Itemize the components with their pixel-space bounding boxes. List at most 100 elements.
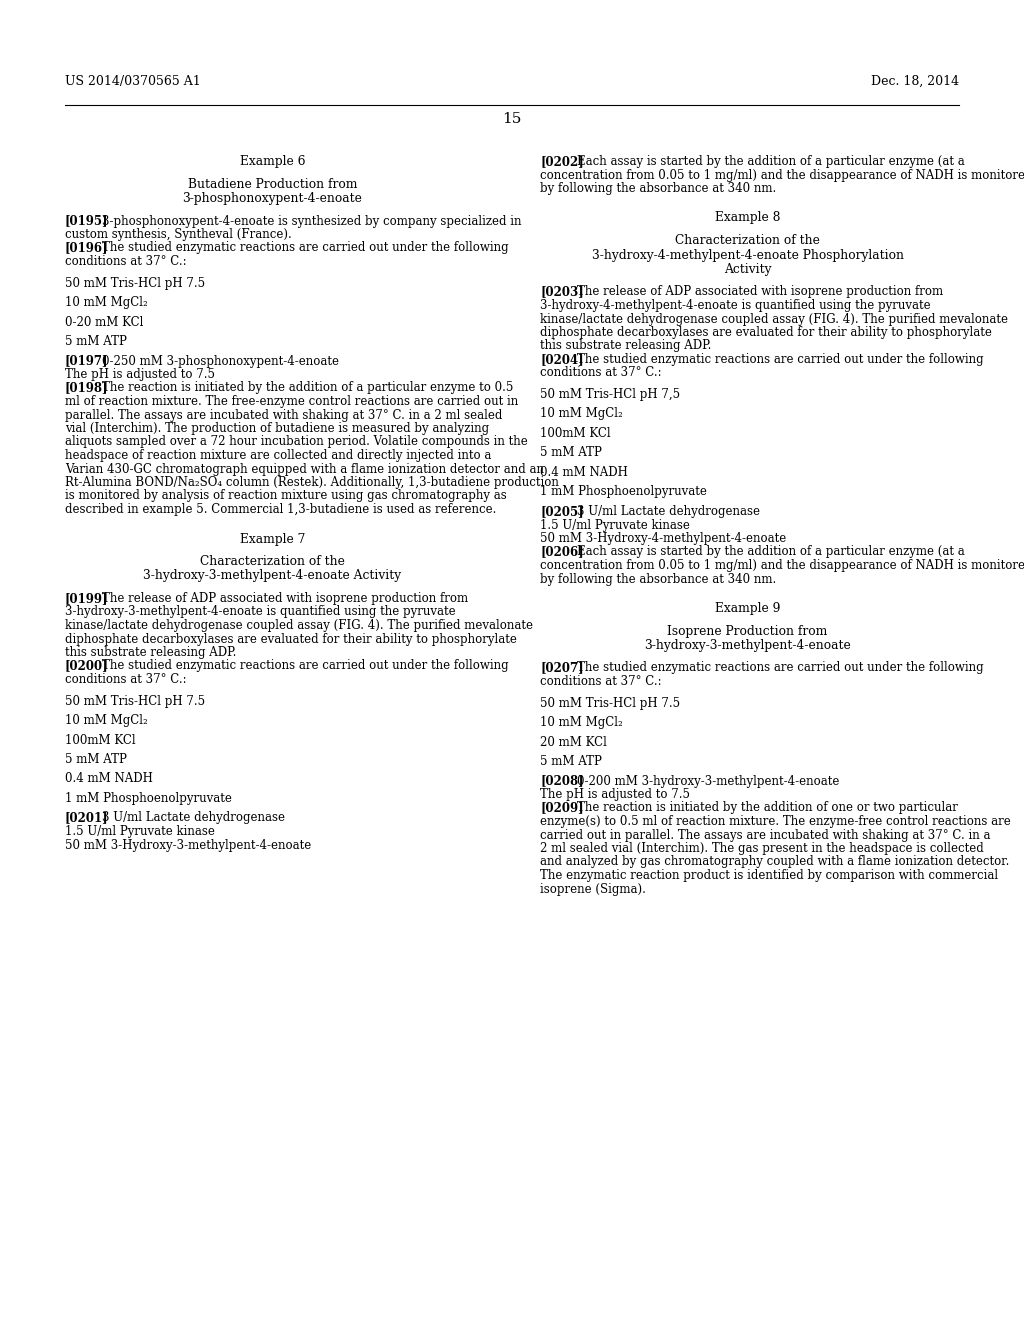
Text: 3-hydroxy-4-methylpent-4-enoate Phosphorylation: 3-hydroxy-4-methylpent-4-enoate Phosphor…: [592, 248, 903, 261]
Text: The studied enzymatic reactions are carried out under the following: The studied enzymatic reactions are carr…: [578, 352, 984, 366]
Text: The pH is adjusted to 7.5: The pH is adjusted to 7.5: [65, 368, 215, 381]
Text: 5 mM ATP: 5 mM ATP: [65, 335, 127, 348]
Text: [0201]: [0201]: [65, 812, 109, 825]
Text: 50 mM 3-Hydroxy-3-methylpent-4-enoate: 50 mM 3-Hydroxy-3-methylpent-4-enoate: [65, 838, 311, 851]
Text: 0-20 mM KCl: 0-20 mM KCl: [65, 315, 143, 329]
Text: this substrate releasing ADP.: this substrate releasing ADP.: [65, 645, 237, 659]
Text: kinase/lactate dehydrogenase coupled assay (FIG. 4). The purified mevalonate: kinase/lactate dehydrogenase coupled ass…: [540, 313, 1008, 326]
Text: 15: 15: [503, 112, 521, 125]
Text: kinase/lactate dehydrogenase coupled assay (FIG. 4). The purified mevalonate: kinase/lactate dehydrogenase coupled ass…: [65, 619, 534, 632]
Text: 50 mM Tris-HCl pH 7.5: 50 mM Tris-HCl pH 7.5: [65, 694, 205, 708]
Text: [0203]: [0203]: [540, 285, 584, 298]
Text: concentration from 0.05 to 1 mg/ml) and the disappearance of NADH is monitored: concentration from 0.05 to 1 mg/ml) and …: [540, 169, 1024, 181]
Text: The studied enzymatic reactions are carried out under the following: The studied enzymatic reactions are carr…: [578, 661, 984, 675]
Text: Example 9: Example 9: [715, 602, 780, 615]
Text: vial (Interchim). The production of butadiene is measured by analyzing: vial (Interchim). The production of buta…: [65, 422, 489, 436]
Text: ml of reaction mixture. The free-enzyme control reactions are carried out in: ml of reaction mixture. The free-enzyme …: [65, 395, 518, 408]
Text: The pH is adjusted to 7.5: The pH is adjusted to 7.5: [540, 788, 690, 801]
Text: The reaction is initiated by the addition of one or two particular: The reaction is initiated by the additio…: [578, 801, 958, 814]
Text: Example 6: Example 6: [240, 154, 305, 168]
Text: carried out in parallel. The assays are incubated with shaking at 37° C. in a: carried out in parallel. The assays are …: [540, 829, 990, 842]
Text: The release of ADP associated with isoprene production from: The release of ADP associated with isopr…: [578, 285, 943, 298]
Text: Each assay is started by the addition of a particular enzyme (at a: Each assay is started by the addition of…: [578, 545, 966, 558]
Text: 5 mM ATP: 5 mM ATP: [540, 446, 602, 459]
Text: Butadiene Production from: Butadiene Production from: [187, 177, 357, 190]
Text: conditions at 37° C.:: conditions at 37° C.:: [65, 673, 186, 686]
Text: isoprene (Sigma).: isoprene (Sigma).: [540, 883, 646, 895]
Text: enzyme(s) to 0.5 ml of reaction mixture. The enzyme-free control reactions are: enzyme(s) to 0.5 ml of reaction mixture.…: [540, 814, 1011, 828]
Text: 3 U/ml Lactate dehydrogenase: 3 U/ml Lactate dehydrogenase: [102, 812, 286, 825]
Text: 0.4 mM NADH: 0.4 mM NADH: [65, 772, 153, 785]
Text: Example 7: Example 7: [240, 532, 305, 545]
Text: [0199]: [0199]: [65, 591, 109, 605]
Text: 3-hydroxy-3-methylpent-4-enoate Activity: 3-hydroxy-3-methylpent-4-enoate Activity: [143, 569, 401, 582]
Text: [0205]: [0205]: [540, 506, 584, 517]
Text: concentration from 0.05 to 1 mg/ml) and the disappearance of NADH is monitored: concentration from 0.05 to 1 mg/ml) and …: [540, 558, 1024, 572]
Text: [0196]: [0196]: [65, 242, 109, 255]
Text: Isoprene Production from: Isoprene Production from: [668, 624, 827, 638]
Text: conditions at 37° C.:: conditions at 37° C.:: [540, 675, 662, 688]
Text: conditions at 37° C.:: conditions at 37° C.:: [540, 367, 662, 380]
Text: 0-250 mM 3-phosphonoxypent-4-enoate: 0-250 mM 3-phosphonoxypent-4-enoate: [102, 355, 339, 367]
Text: [0207]: [0207]: [540, 661, 584, 675]
Text: Example 8: Example 8: [715, 211, 780, 224]
Text: 3 U/ml Lactate dehydrogenase: 3 U/ml Lactate dehydrogenase: [578, 506, 761, 517]
Text: [0209]: [0209]: [540, 801, 584, 814]
Text: 0.4 mM NADH: 0.4 mM NADH: [540, 466, 628, 479]
Text: [0195]: [0195]: [65, 214, 109, 227]
Text: [0208]: [0208]: [540, 775, 584, 788]
Text: 3-phosphonoxypent-4-enoate: 3-phosphonoxypent-4-enoate: [182, 191, 362, 205]
Text: 1 mM Phosphoenolpyruvate: 1 mM Phosphoenolpyruvate: [540, 486, 707, 499]
Text: Varian 430-GC chromatograph equipped with a flame ionization detector and an: Varian 430-GC chromatograph equipped wit…: [65, 462, 544, 475]
Text: [0198]: [0198]: [65, 381, 109, 395]
Text: and analyzed by gas chromatography coupled with a flame ionization detector.: and analyzed by gas chromatography coupl…: [540, 855, 1010, 869]
Text: Rt-Alumina BOND/Na₂SO₄ column (Restek). Additionally, 1,3-butadiene production: Rt-Alumina BOND/Na₂SO₄ column (Restek). …: [65, 477, 559, 488]
Text: described in example 5. Commercial 1,3-butadiene is used as reference.: described in example 5. Commercial 1,3-b…: [65, 503, 497, 516]
Text: 50 mM Tris-HCl pH 7.5: 50 mM Tris-HCl pH 7.5: [540, 697, 680, 710]
Text: 100mM KCl: 100mM KCl: [540, 426, 610, 440]
Text: custom synthesis, Syntheval (France).: custom synthesis, Syntheval (France).: [65, 228, 292, 242]
Text: diphosphate decarboxylases are evaluated for their ability to phosphorylate: diphosphate decarboxylases are evaluated…: [65, 632, 517, 645]
Text: aliquots sampled over a 72 hour incubation period. Volatile compounds in the: aliquots sampled over a 72 hour incubati…: [65, 436, 527, 449]
Text: US 2014/0370565 A1: US 2014/0370565 A1: [65, 75, 201, 88]
Text: headspace of reaction mixture are collected and directly injected into a: headspace of reaction mixture are collec…: [65, 449, 492, 462]
Text: The studied enzymatic reactions are carried out under the following: The studied enzymatic reactions are carr…: [102, 660, 509, 672]
Text: Characterization of the: Characterization of the: [675, 234, 820, 247]
Text: 3-hydroxy-4-methylpent-4-enoate is quantified using the pyruvate: 3-hydroxy-4-methylpent-4-enoate is quant…: [540, 300, 931, 312]
Text: diphosphate decarboxylases are evaluated for their ability to phosphorylate: diphosphate decarboxylases are evaluated…: [540, 326, 992, 339]
Text: 2 ml sealed vial (Interchim). The gas present in the headspace is collected: 2 ml sealed vial (Interchim). The gas pr…: [540, 842, 984, 855]
Text: parallel. The assays are incubated with shaking at 37° C. in a 2 ml sealed: parallel. The assays are incubated with …: [65, 408, 503, 421]
Text: [0204]: [0204]: [540, 352, 584, 366]
Text: 50 mM Tris-HCl pH 7,5: 50 mM Tris-HCl pH 7,5: [540, 388, 680, 401]
Text: is monitored by analysis of reaction mixture using gas chromatography as: is monitored by analysis of reaction mix…: [65, 490, 507, 503]
Text: 3-phosphonoxypent-4-enoate is synthesized by company specialized in: 3-phosphonoxypent-4-enoate is synthesize…: [102, 214, 522, 227]
Text: 50 mM Tris-HCl pH 7.5: 50 mM Tris-HCl pH 7.5: [65, 276, 205, 289]
Text: [0206]: [0206]: [540, 545, 584, 558]
Text: The release of ADP associated with isoprene production from: The release of ADP associated with isopr…: [102, 591, 469, 605]
Text: this substrate releasing ADP.: this substrate releasing ADP.: [540, 339, 712, 352]
Text: conditions at 37° C.:: conditions at 37° C.:: [65, 255, 186, 268]
Text: The reaction is initiated by the addition of a particular enzyme to 0.5: The reaction is initiated by the additio…: [102, 381, 514, 395]
Text: 10 mM MgCl₂: 10 mM MgCl₂: [540, 408, 623, 421]
Text: 1.5 U/ml Pyruvate kinase: 1.5 U/ml Pyruvate kinase: [540, 519, 690, 532]
Text: 10 mM MgCl₂: 10 mM MgCl₂: [540, 715, 623, 729]
Text: 50 mM 3-Hydroxy-4-methylpent-4-enoate: 50 mM 3-Hydroxy-4-methylpent-4-enoate: [540, 532, 786, 545]
Text: by following the absorbance at 340 nm.: by following the absorbance at 340 nm.: [540, 182, 776, 195]
Text: 1.5 U/ml Pyruvate kinase: 1.5 U/ml Pyruvate kinase: [65, 825, 215, 838]
Text: [0202]: [0202]: [540, 154, 584, 168]
Text: 100mM KCl: 100mM KCl: [65, 734, 135, 747]
Text: The enzymatic reaction product is identified by comparison with commercial: The enzymatic reaction product is identi…: [540, 869, 998, 882]
Text: Dec. 18, 2014: Dec. 18, 2014: [870, 75, 959, 88]
Text: [0200]: [0200]: [65, 660, 109, 672]
Text: 5 mM ATP: 5 mM ATP: [65, 752, 127, 766]
Text: 3-hydroxy-3-methylpent-4-enoate is quantified using the pyruvate: 3-hydroxy-3-methylpent-4-enoate is quant…: [65, 606, 456, 619]
Text: 3-hydroxy-3-methylpent-4-enoate: 3-hydroxy-3-methylpent-4-enoate: [644, 639, 851, 652]
Text: Each assay is started by the addition of a particular enzyme (at a: Each assay is started by the addition of…: [578, 154, 966, 168]
Text: 10 mM MgCl₂: 10 mM MgCl₂: [65, 714, 147, 727]
Text: 1 mM Phosphoenolpyruvate: 1 mM Phosphoenolpyruvate: [65, 792, 231, 805]
Text: 20 mM KCl: 20 mM KCl: [540, 735, 607, 748]
Text: Activity: Activity: [724, 263, 771, 276]
Text: 10 mM MgCl₂: 10 mM MgCl₂: [65, 296, 147, 309]
Text: by following the absorbance at 340 nm.: by following the absorbance at 340 nm.: [540, 573, 776, 586]
Text: [0197]: [0197]: [65, 355, 109, 367]
